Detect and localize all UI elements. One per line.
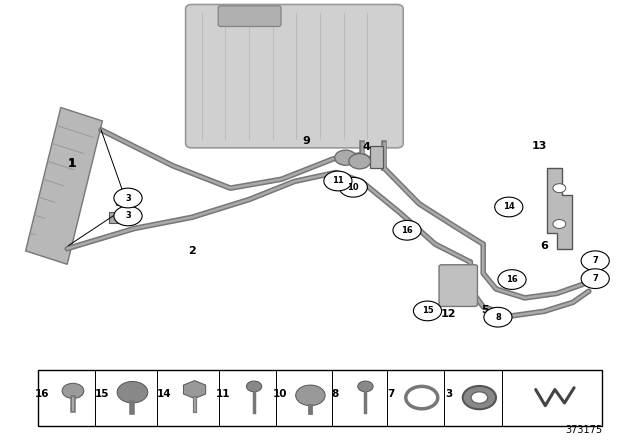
Circle shape	[581, 251, 609, 271]
Circle shape	[495, 197, 523, 217]
FancyBboxPatch shape	[186, 4, 403, 148]
Circle shape	[349, 154, 371, 169]
FancyBboxPatch shape	[218, 6, 281, 26]
Circle shape	[463, 386, 496, 409]
Text: 3: 3	[125, 211, 131, 220]
Text: 4: 4	[362, 142, 370, 152]
Circle shape	[358, 381, 373, 392]
Bar	[109, 212, 127, 223]
Circle shape	[413, 301, 442, 321]
Circle shape	[114, 206, 142, 226]
Text: 14: 14	[157, 389, 171, 399]
Circle shape	[62, 383, 84, 399]
Circle shape	[339, 177, 367, 197]
Text: 15: 15	[422, 306, 433, 315]
Circle shape	[324, 171, 352, 191]
Circle shape	[484, 307, 512, 327]
Bar	[38, 370, 602, 426]
FancyBboxPatch shape	[439, 265, 477, 306]
Text: 373175: 373175	[566, 426, 603, 435]
Text: 12: 12	[440, 310, 456, 319]
Text: 14: 14	[503, 202, 515, 211]
Text: 16: 16	[401, 226, 413, 235]
Circle shape	[553, 184, 566, 193]
Text: 8: 8	[331, 389, 339, 399]
Text: 3: 3	[445, 389, 452, 399]
Text: 13: 13	[532, 141, 547, 151]
Circle shape	[471, 392, 488, 404]
Text: 1: 1	[67, 157, 76, 170]
Text: 11: 11	[216, 389, 230, 399]
Bar	[116, 194, 134, 205]
Circle shape	[335, 150, 356, 165]
Text: 3: 3	[125, 194, 131, 202]
Text: 8: 8	[495, 313, 500, 322]
Text: 5: 5	[481, 305, 489, 315]
Polygon shape	[26, 108, 102, 264]
Text: 1: 1	[68, 159, 76, 168]
Circle shape	[393, 220, 421, 240]
Circle shape	[117, 382, 148, 403]
Text: 16: 16	[506, 275, 518, 284]
Text: 7: 7	[387, 389, 395, 399]
Polygon shape	[547, 168, 572, 249]
Text: 10: 10	[348, 183, 359, 192]
Text: 15: 15	[95, 389, 109, 399]
Text: 2: 2	[188, 246, 196, 256]
Polygon shape	[370, 146, 383, 168]
Text: 11: 11	[332, 177, 344, 185]
Circle shape	[498, 270, 526, 289]
Circle shape	[581, 269, 609, 289]
Text: 7: 7	[593, 256, 598, 265]
Circle shape	[296, 385, 325, 406]
Text: 7: 7	[593, 274, 598, 283]
Circle shape	[246, 381, 262, 392]
Text: 16: 16	[35, 389, 49, 399]
Text: 6: 6	[540, 241, 548, 251]
Circle shape	[553, 220, 566, 228]
Circle shape	[114, 188, 142, 208]
Polygon shape	[184, 381, 205, 399]
Text: 10: 10	[273, 389, 287, 399]
Circle shape	[406, 386, 438, 409]
Text: 9: 9	[302, 136, 310, 146]
